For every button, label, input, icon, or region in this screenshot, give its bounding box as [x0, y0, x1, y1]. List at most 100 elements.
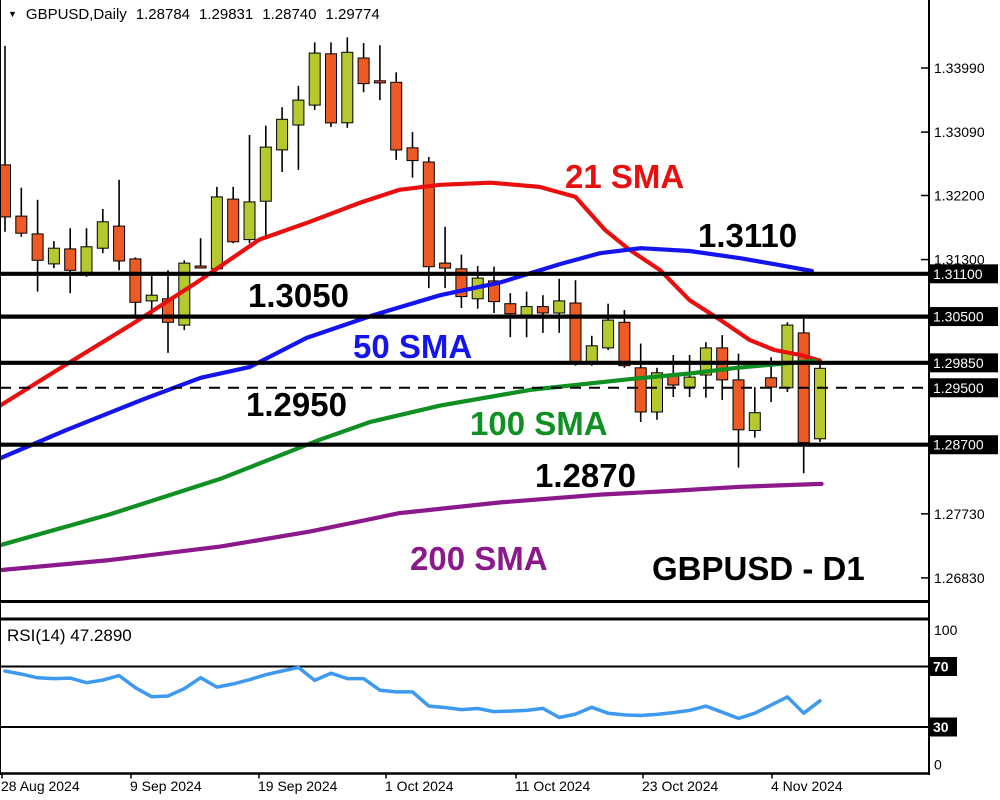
bull-candle-body — [96, 221, 109, 249]
bear-candle-body — [373, 80, 386, 84]
bull-candle-body — [781, 324, 794, 389]
bull-candle-body — [748, 412, 761, 432]
x-axis-label: 4 Nov 2024 — [771, 778, 843, 794]
bull-candle-body — [814, 367, 826, 440]
21-sma-line — [0, 180, 823, 408]
price-badge-label: 1.30500 — [933, 309, 984, 325]
candle — [31, 199, 44, 292]
symbol-dropdown-icon[interactable]: ▼ — [8, 9, 17, 19]
bull-candle-body — [145, 294, 158, 302]
bear-candle-body — [422, 161, 435, 268]
candle — [390, 72, 403, 160]
bull-candle-body — [276, 118, 289, 151]
bull-candle-body — [80, 246, 93, 274]
annotation-1-2950[interactable]: 1.2950 — [246, 386, 347, 423]
x-axis-label: 28 Aug 2024 — [1, 778, 80, 794]
rsi-badge-label: 70 — [933, 659, 949, 675]
price-axis: 1.33990 1.33090 1.32200 1.31300 1.27730 1.268… — [921, 60, 998, 586]
bear-candle-body — [765, 377, 778, 388]
candle — [227, 186, 240, 244]
rsi-indicator-label: RSI(14) 47.2890 — [7, 626, 132, 645]
candle — [373, 45, 386, 101]
candle — [276, 107, 289, 172]
price-axis-label: 1.26830 — [934, 570, 985, 586]
price-badge-label: 1.31100 — [933, 266, 983, 282]
annotation-gbpusd-d1[interactable]: GBPUSD - D1 — [652, 550, 865, 587]
annotation-1-2870[interactable]: 1.2870 — [535, 457, 636, 494]
bear-candle-body — [64, 248, 77, 271]
bear-candle-body — [31, 233, 44, 261]
bear-candle-body — [390, 81, 403, 151]
candle — [618, 310, 631, 368]
bear-candle-body — [618, 321, 631, 367]
bull-candle-body — [210, 196, 223, 270]
candle — [194, 238, 207, 269]
candle — [292, 85, 305, 170]
bear-candle-body — [406, 147, 419, 162]
x-axis-label: 9 Sep 2024 — [130, 778, 202, 794]
bear-candle-body — [0, 164, 11, 218]
bear-candle-body — [129, 258, 142, 303]
bear-candle-body — [455, 268, 468, 298]
chart-title-bar: ▼ GBPUSD,Daily 1.28784 1.29831 1.28740 1… — [8, 6, 380, 23]
annotation-100-sma[interactable]: 100 SMA — [470, 405, 608, 442]
symbol-period-label: GBPUSD,Daily — [25, 6, 127, 23]
candle — [569, 280, 582, 366]
rsi-badge — [930, 717, 957, 737]
candle — [129, 257, 142, 318]
quote-close: 1.29774 — [325, 6, 380, 23]
candle — [520, 291, 533, 338]
rsi-pane: RSI(14) 47.2890 100 70 30 0 — [0, 622, 958, 773]
candle — [536, 295, 549, 333]
price-axis-label: 1.32200 — [934, 187, 985, 203]
candle — [781, 322, 794, 392]
bear-candle-body — [504, 303, 517, 315]
price-badge-label: 1.28700 — [933, 437, 984, 453]
bear-candle-body — [113, 225, 126, 262]
candle — [732, 353, 745, 468]
bear-candle-body — [634, 367, 647, 413]
price-badge — [930, 435, 998, 455]
candle — [553, 278, 566, 333]
price-badge — [930, 307, 998, 327]
candle — [341, 37, 354, 128]
rsi-badge-label: 30 — [933, 719, 949, 735]
bull-candle-body — [683, 376, 696, 388]
price-badge — [930, 378, 998, 398]
annotation-1-3050[interactable]: 1.3050 — [248, 277, 349, 314]
candle — [439, 226, 452, 289]
quote-low: 1.28740 — [262, 6, 317, 23]
candle — [325, 42, 337, 128]
rsi-axis-label: 100 — [934, 622, 958, 638]
candle — [80, 228, 93, 277]
price-badge-label: 1.29850 — [933, 355, 984, 371]
x-axis-label: 23 Oct 2024 — [642, 778, 718, 794]
price-axis-label: 1.33990 — [934, 60, 985, 76]
price-badge-label: 1.29500 — [933, 380, 984, 396]
candle — [634, 343, 647, 422]
bear-candle-body — [325, 53, 337, 124]
bear-candle-body — [536, 306, 549, 314]
chart-frame — [0, 0, 930, 775]
bear-candle-body — [439, 262, 452, 269]
x-axis-label: 11 Oct 2024 — [515, 778, 590, 794]
annotation-200-sma[interactable]: 200 SMA — [410, 540, 548, 577]
annotation-50-sma[interactable]: 50 SMA — [353, 328, 472, 365]
quote-open: 1.28784 — [135, 6, 191, 23]
bull-candle-body — [341, 51, 354, 124]
candle — [47, 241, 60, 269]
bull-candle-body — [602, 319, 615, 349]
annotation-1-3110[interactable]: 1.3110 — [698, 217, 797, 254]
annotation-21-sma[interactable]: 21 SMA — [565, 158, 684, 195]
candle — [422, 157, 435, 289]
x-axis-label: 1 Oct 2024 — [385, 778, 454, 794]
candle — [210, 186, 223, 270]
bear-candle-body — [15, 215, 28, 234]
bull-candle-body — [308, 52, 321, 106]
bear-candle-body — [732, 379, 745, 431]
candle — [406, 132, 419, 178]
quote-high: 1.29831 — [199, 6, 254, 23]
bull-candle-body — [259, 146, 272, 202]
candle — [602, 303, 615, 350]
